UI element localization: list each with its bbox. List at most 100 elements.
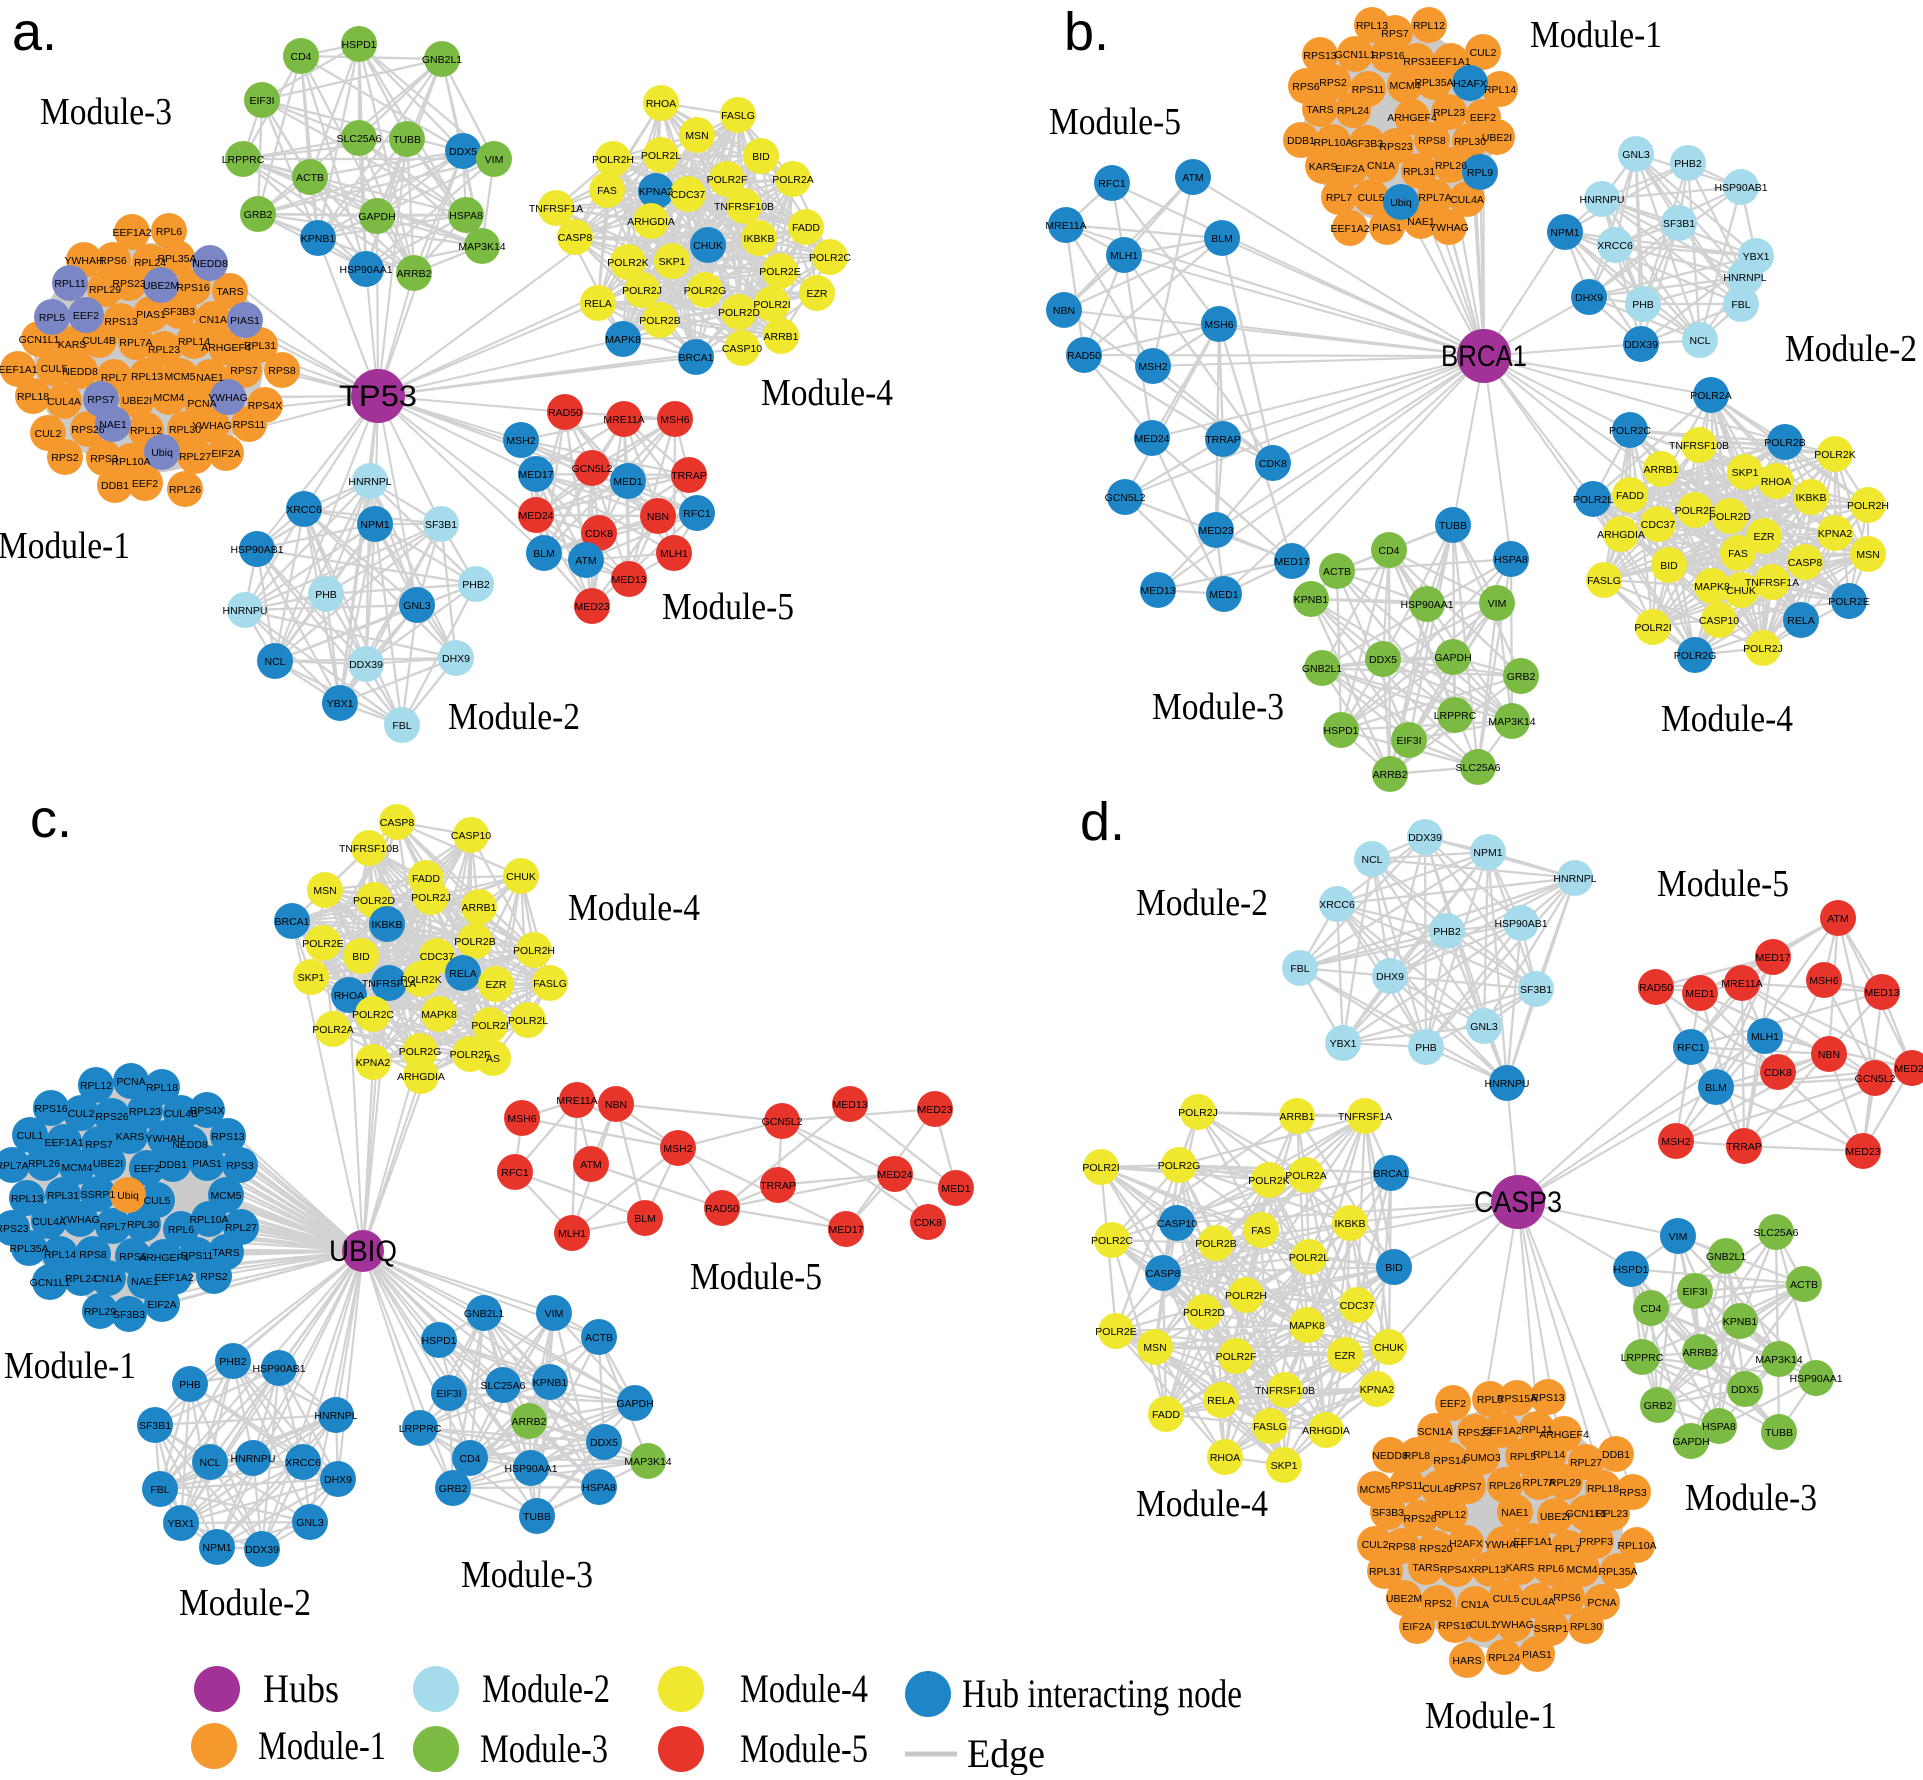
svg-text:RPS7: RPS7 [1454, 1481, 1482, 1493]
svg-text:SLC25A6: SLC25A6 [1754, 1227, 1799, 1239]
svg-text:DHX9: DHX9 [1376, 971, 1404, 983]
svg-text:NPM1: NPM1 [1473, 847, 1502, 859]
svg-text:GNB2L1: GNB2L1 [422, 54, 462, 66]
svg-text:RPL13: RPL13 [1474, 1564, 1506, 1576]
svg-text:RPL12: RPL12 [130, 425, 162, 437]
svg-text:LRPPRC: LRPPRC [1621, 1352, 1664, 1364]
svg-text:RFC1: RFC1 [1098, 178, 1126, 190]
svg-text:Module-1: Module-1 [0, 525, 130, 567]
svg-text:SF3B1: SF3B1 [1663, 218, 1695, 230]
svg-text:RPL6: RPL6 [1538, 1563, 1564, 1575]
svg-text:GNB2L1: GNB2L1 [1302, 663, 1342, 675]
svg-text:SSRP1: SSRP1 [1534, 1623, 1569, 1635]
svg-text:HSP90AA1: HSP90AA1 [1789, 1373, 1842, 1385]
svg-text:YWHAH: YWHAH [145, 1133, 184, 1145]
svg-text:d.: d. [1080, 792, 1125, 852]
svg-text:CASP8: CASP8 [380, 817, 415, 829]
svg-text:RPL18: RPL18 [17, 391, 49, 403]
svg-text:NAE1: NAE1 [1407, 216, 1435, 228]
svg-text:DDX39: DDX39 [349, 659, 383, 671]
svg-text:YBX1: YBX1 [1330, 1038, 1357, 1050]
svg-text:FBL: FBL [1731, 299, 1750, 311]
svg-text:DDX5: DDX5 [1731, 1384, 1759, 1396]
svg-text:SLC25A6: SLC25A6 [337, 133, 382, 145]
svg-text:MAP3K14: MAP3K14 [1755, 1354, 1802, 1366]
svg-text:ARRB2: ARRB2 [396, 268, 431, 280]
svg-text:MAP3K14: MAP3K14 [624, 1456, 671, 1468]
svg-text:CUL5: CUL5 [144, 1195, 171, 1207]
svg-text:LRPPRC: LRPPRC [399, 1423, 442, 1435]
svg-text:CASP8: CASP8 [558, 232, 593, 244]
svg-text:CDK8: CDK8 [585, 528, 613, 540]
svg-text:RPL14: RPL14 [44, 1249, 76, 1261]
svg-text:HARS: HARS [1452, 1655, 1481, 1667]
svg-text:MSH2: MSH2 [663, 1143, 692, 1155]
svg-text:POLR2I: POLR2I [1634, 622, 1671, 634]
svg-text:RPS3: RPS3 [1619, 1487, 1647, 1499]
svg-text:RPS23: RPS23 [0, 1223, 29, 1235]
svg-text:YWHAG: YWHAG [60, 1214, 100, 1226]
svg-text:DDX39: DDX39 [1624, 339, 1658, 351]
svg-text:RPS11: RPS11 [181, 1250, 214, 1262]
svg-text:PHB2: PHB2 [1674, 158, 1702, 170]
svg-text:ARHGEF4: ARHGEF4 [201, 342, 251, 354]
svg-text:UBE2M: UBE2M [143, 280, 179, 292]
svg-text:KARS: KARS [116, 1131, 145, 1143]
svg-text:MLH1: MLH1 [1110, 250, 1138, 262]
svg-text:MSH2: MSH2 [1138, 361, 1167, 373]
svg-text:FASLG: FASLG [721, 110, 755, 122]
svg-text:RPL10A: RPL10A [1617, 1540, 1656, 1552]
svg-text:DDX39: DDX39 [1408, 832, 1442, 844]
svg-text:CUL5: CUL5 [41, 363, 68, 375]
svg-text:EEF1A2: EEF1A2 [1330, 223, 1369, 235]
svg-text:BRCA1: BRCA1 [678, 352, 713, 364]
svg-text:MCM4: MCM4 [62, 1162, 93, 1174]
svg-text:RPL5: RPL5 [39, 312, 65, 324]
svg-text:PHB: PHB [1415, 1042, 1437, 1054]
svg-text:DDB1: DDB1 [1602, 1449, 1630, 1461]
svg-text:SKP1: SKP1 [1271, 1460, 1298, 1472]
svg-text:CDC37: CDC37 [671, 189, 706, 201]
svg-text:RPL24: RPL24 [65, 1273, 97, 1285]
svg-text:RPS2: RPS2 [200, 1271, 228, 1283]
svg-text:EIF2A: EIF2A [147, 1299, 176, 1311]
svg-text:CDC37: CDC37 [1340, 1300, 1375, 1312]
svg-text:RPL30: RPL30 [1570, 1621, 1602, 1633]
svg-text:MED1: MED1 [1685, 988, 1714, 1000]
svg-text:RPS13: RPS13 [211, 1131, 244, 1143]
svg-text:MED13: MED13 [1864, 987, 1899, 999]
svg-text:DHX9: DHX9 [1575, 292, 1603, 304]
svg-text:POLR2J: POLR2J [411, 892, 451, 904]
svg-text:MAPK8: MAPK8 [1289, 1320, 1325, 1332]
svg-text:YWHAH: YWHAH [64, 255, 103, 267]
svg-text:RPS2: RPS2 [1319, 77, 1347, 89]
svg-text:POLR2J: POLR2J [1743, 643, 1783, 655]
svg-text:ATM: ATM [1827, 913, 1848, 925]
svg-text:CDK8: CDK8 [1764, 1067, 1792, 1079]
svg-text:RPS8: RPS8 [268, 365, 296, 377]
svg-text:MRE11A: MRE11A [1721, 978, 1762, 990]
svg-text:GRB2: GRB2 [244, 209, 273, 221]
svg-text:HNRNPU: HNRNPU [231, 1453, 276, 1465]
svg-text:EEF1A1: EEF1A1 [1513, 1536, 1552, 1548]
svg-text:IKBKB: IKBKB [1335, 1218, 1366, 1230]
svg-text:POLR2E: POLR2E [759, 266, 800, 278]
svg-text:ARRB1: ARRB1 [461, 902, 496, 914]
svg-text:MRE11A: MRE11A [1045, 220, 1086, 232]
svg-text:RPL12: RPL12 [1413, 20, 1445, 32]
svg-text:CASP10: CASP10 [722, 343, 762, 355]
svg-text:YWHAG: YWHAG [208, 392, 248, 404]
svg-text:ACTB: ACTB [296, 172, 324, 184]
svg-text:FBL: FBL [392, 720, 411, 732]
svg-text:PCNA: PCNA [116, 1076, 145, 1088]
svg-text:NCL: NCL [1689, 335, 1710, 347]
svg-text:RFC1: RFC1 [683, 508, 711, 520]
svg-text:EEF1A1: EEF1A1 [44, 1137, 83, 1149]
svg-text:POLR2I: POLR2I [471, 1020, 508, 1032]
svg-text:Ubiq: Ubiq [1390, 197, 1412, 209]
svg-text:CHUK: CHUK [1374, 1342, 1404, 1354]
svg-text:EIF3I: EIF3I [249, 95, 274, 107]
svg-text:TARS: TARS [212, 1247, 239, 1259]
svg-text:MSH2: MSH2 [506, 435, 535, 447]
svg-text:ACTB: ACTB [585, 1332, 613, 1344]
